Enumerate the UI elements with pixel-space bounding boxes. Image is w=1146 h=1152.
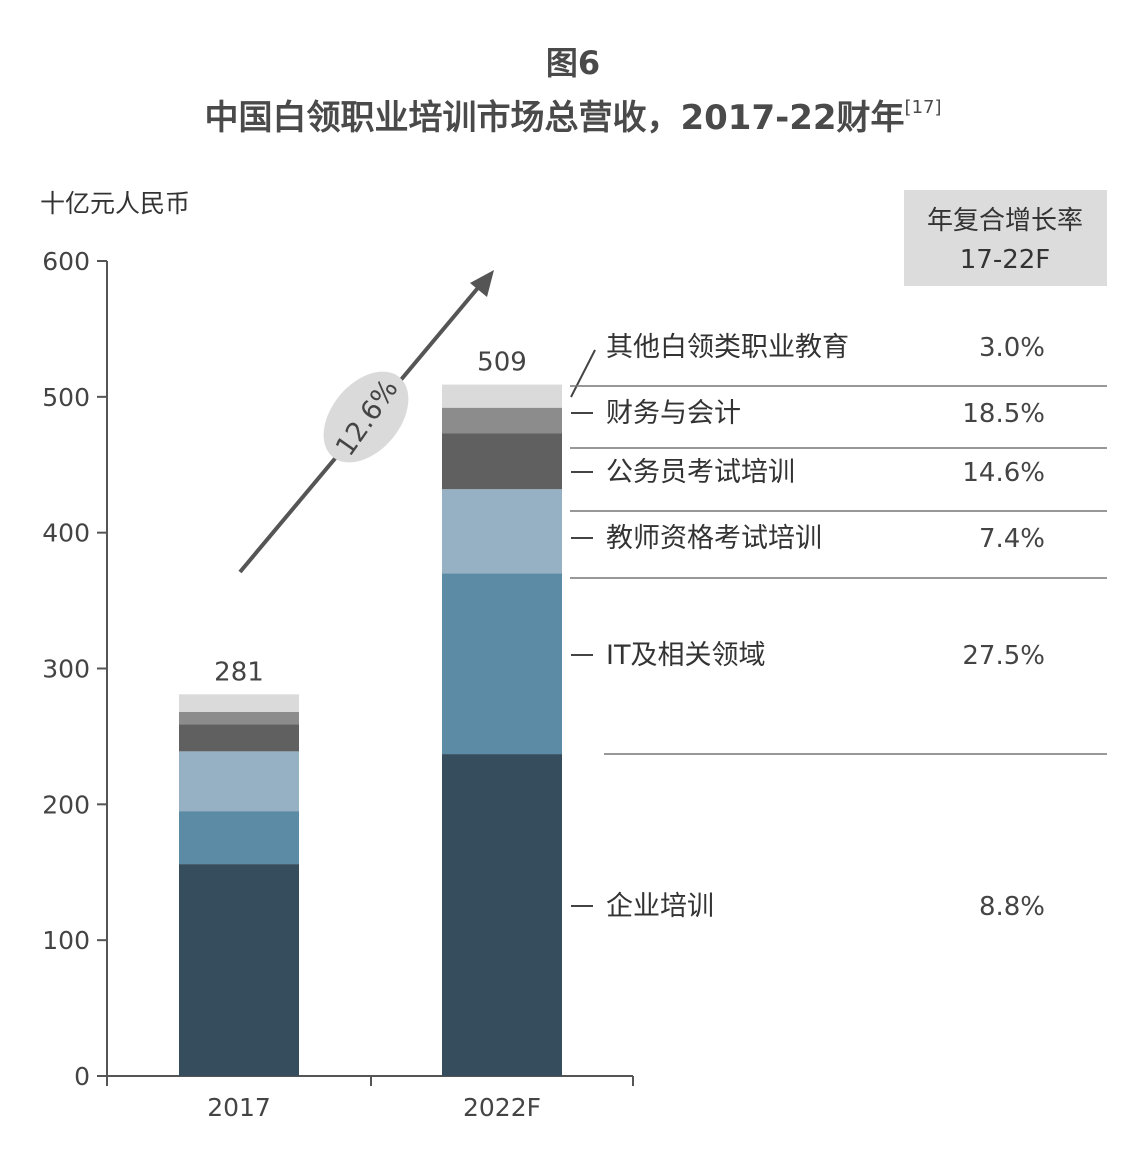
y-tick-label: 300: [42, 655, 90, 684]
bar-total-label: 509: [477, 348, 527, 378]
legend-label: 其他白领类职业教育: [606, 332, 849, 363]
bar-segment: [179, 711, 299, 725]
legend-label: 教师资格考试培训: [606, 523, 822, 554]
bar-segment: [179, 864, 299, 1076]
y-tick-label: 0: [74, 1062, 90, 1091]
x-tick-label: 2017: [207, 1093, 271, 1122]
y-tick-label: 200: [42, 790, 90, 819]
cagr-header-title: 年复合增长率: [927, 206, 1083, 236]
chart-title: 中国白领职业培训市场总营收，2017-22财年[17]: [0, 90, 1146, 139]
legend-label: IT及相关领域: [606, 640, 765, 671]
y-tick-label: 500: [42, 383, 90, 412]
legend-label: 公务员考试培训: [606, 457, 795, 488]
legend-label: 企业培训: [606, 891, 714, 922]
bar-segment: [179, 694, 299, 712]
cagr-header-box: [904, 190, 1107, 286]
y-tick-label: 600: [42, 247, 90, 276]
legend-label: 财务与会计: [606, 398, 741, 429]
growth-arrowhead: [470, 270, 494, 297]
legend-growth-rate: 3.0%: [979, 333, 1045, 363]
y-tick-label: 400: [42, 519, 90, 548]
y-tick-label: 100: [42, 926, 90, 955]
legend: 年复合增长率 17-22F 企业培训 8.8% IT及相关领域 27.5% 教师资格考试培训…: [570, 190, 1107, 922]
chart-title-text: 中国白领职业培训市场总营收，2017-22财年: [204, 98, 905, 138]
bar-segment: [179, 751, 299, 812]
cagr-header-period: 17-22F: [960, 245, 1051, 275]
y-axis-label: 十亿元人民币: [40, 189, 190, 218]
annotations: 12.6%: [238, 270, 494, 574]
bar-segment: [442, 407, 562, 434]
bar-segment: [179, 811, 299, 865]
figure-label: 图6: [545, 44, 601, 82]
chart-title-reference: [17]: [904, 97, 942, 118]
legend-growth-rate: 7.4%: [979, 524, 1045, 554]
bars: 281 509: [179, 348, 562, 1076]
legend-growth-rate: 14.6%: [962, 458, 1045, 488]
bar-segment: [442, 489, 562, 574]
legend-leader: [570, 349, 596, 398]
bar-total-label: 281: [214, 657, 264, 687]
x-tick-label: 2022F: [463, 1093, 541, 1122]
bar-segment: [442, 384, 562, 408]
legend-growth-rate: 8.8%: [979, 892, 1045, 922]
bar-segment: [179, 724, 299, 752]
growth-badge: [323, 371, 409, 463]
bar-segment: [442, 754, 562, 1076]
bar-segment: [442, 433, 562, 490]
legend-growth-rate: 18.5%: [962, 399, 1045, 429]
legend-growth-rate: 27.5%: [962, 641, 1045, 671]
bar-segment: [442, 573, 562, 755]
